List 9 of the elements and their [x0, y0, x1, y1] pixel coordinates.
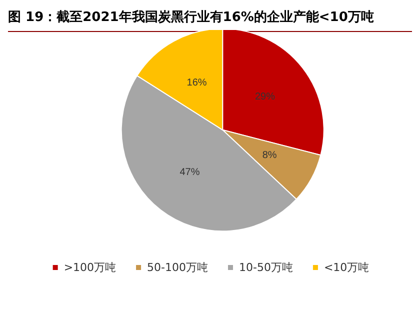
legend-label: >100万吨: [64, 261, 116, 274]
data-label: 8%: [262, 150, 277, 162]
legend-label: 10-50万吨: [239, 261, 293, 274]
legend-label: <10万吨: [324, 261, 370, 274]
data-label: 47%: [180, 166, 200, 178]
data-label: 29%: [254, 92, 276, 103]
chart-title: 图 19：截至2021年我国炭黑行业有16%的企业产能<10万吨: [8, 8, 412, 32]
legend-label: 50-100万吨: [147, 261, 208, 274]
data-label: 16%: [186, 77, 207, 88]
